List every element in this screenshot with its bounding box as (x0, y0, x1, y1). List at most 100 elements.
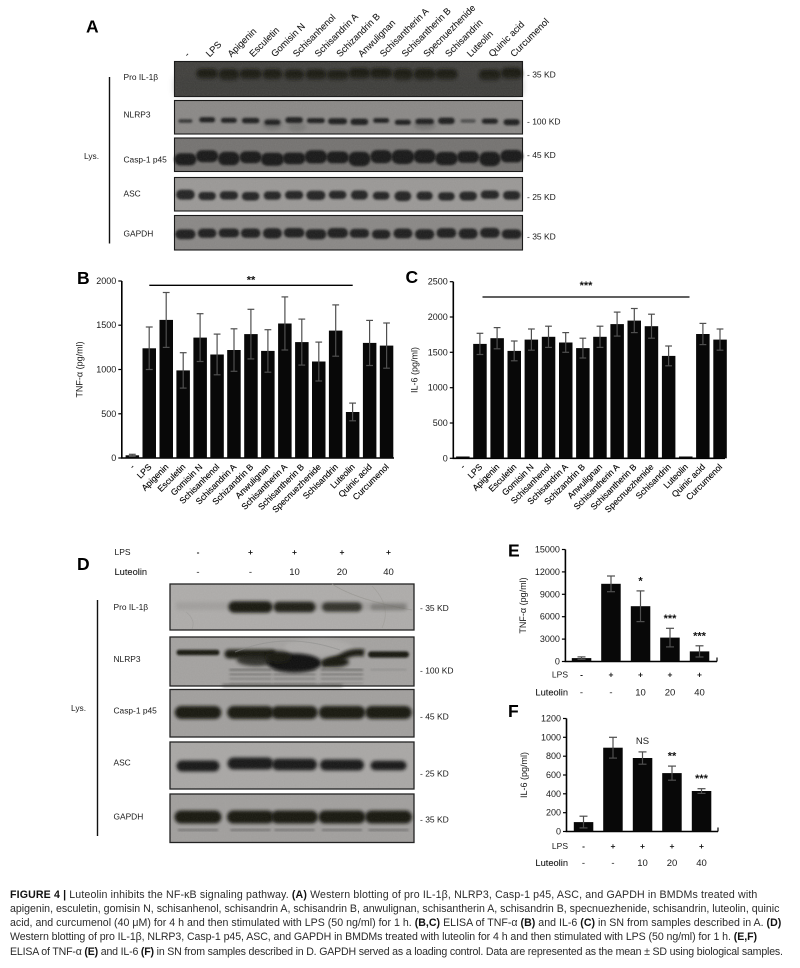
svg-text:+: + (668, 670, 673, 680)
svg-text:+: + (609, 670, 614, 680)
svg-text:40: 40 (694, 688, 705, 699)
svg-text:**: ** (668, 751, 677, 763)
svg-text:- 35 KD: - 35 KD (527, 69, 556, 79)
svg-text:Pro IL-1β: Pro IL-1β (124, 72, 159, 82)
svg-text:- 25 KD: - 25 KD (527, 192, 556, 202)
svg-text:ASC: ASC (114, 758, 131, 768)
svg-text:NS: NS (636, 736, 649, 747)
svg-text:9000: 9000 (540, 589, 560, 599)
svg-text:-: - (127, 462, 136, 471)
svg-text:Casp-1 p45: Casp-1 p45 (124, 155, 168, 165)
svg-text:*: * (638, 575, 643, 587)
svg-text:***: *** (580, 280, 594, 292)
svg-text:-: - (582, 841, 585, 851)
svg-text:40: 40 (383, 567, 394, 578)
svg-text:2000: 2000 (428, 312, 448, 322)
svg-text:1000: 1000 (428, 383, 448, 393)
svg-text:0: 0 (443, 453, 448, 463)
svg-text:- 35 KD: - 35 KD (420, 815, 449, 825)
svg-text:NLRP3: NLRP3 (124, 110, 151, 120)
svg-text:1000: 1000 (541, 732, 561, 742)
svg-text:-: - (249, 567, 252, 578)
svg-text:40: 40 (696, 858, 707, 869)
svg-text:+: + (699, 841, 704, 851)
svg-text:-: - (609, 688, 612, 699)
svg-text:-: - (182, 50, 191, 59)
svg-text:2000: 2000 (96, 276, 116, 286)
svg-text:IL-6 (pg/ml): IL-6 (pg/ml) (519, 752, 529, 798)
svg-text:1500: 1500 (428, 347, 448, 357)
svg-text:15000: 15000 (535, 545, 560, 555)
svg-text:**: ** (247, 275, 256, 287)
svg-text:Lys.: Lys. (84, 151, 99, 161)
svg-text:LPS: LPS (552, 670, 568, 680)
svg-text:10: 10 (637, 858, 648, 869)
svg-text:500: 500 (101, 409, 116, 419)
svg-text:Luteolin: Luteolin (115, 567, 148, 577)
svg-text:LPS: LPS (552, 841, 568, 851)
svg-text:B: B (77, 268, 90, 288)
svg-text:+: + (248, 547, 253, 557)
svg-text:F: F (508, 701, 519, 721)
svg-text:2500: 2500 (428, 277, 448, 287)
svg-text:-: - (582, 858, 585, 869)
svg-text:-: - (580, 670, 583, 680)
svg-text:-: - (196, 567, 199, 578)
svg-text:800: 800 (546, 751, 561, 761)
svg-text:+: + (697, 670, 702, 680)
svg-text:***: *** (693, 630, 707, 642)
svg-text:LPS: LPS (115, 547, 131, 557)
svg-text:+: + (670, 841, 675, 851)
svg-text:20: 20 (665, 688, 676, 699)
svg-text:500: 500 (433, 418, 448, 428)
svg-text:+: + (292, 547, 297, 557)
svg-text:-: - (580, 688, 583, 699)
svg-text:Luteolin: Luteolin (535, 858, 568, 868)
svg-text:C: C (406, 267, 419, 287)
svg-text:- 35 KD: - 35 KD (420, 603, 449, 613)
svg-text:0: 0 (556, 827, 561, 837)
svg-text:ASC: ASC (124, 189, 141, 199)
svg-text:1200: 1200 (541, 714, 561, 724)
svg-text:10: 10 (289, 567, 300, 578)
svg-text:Lys.: Lys. (71, 703, 86, 713)
svg-text:Luteolin: Luteolin (535, 688, 568, 698)
svg-text:TNF-α (pg/ml): TNF-α (pg/ml) (75, 341, 85, 397)
svg-text:LPS: LPS (204, 39, 224, 59)
svg-text:1500: 1500 (96, 320, 116, 330)
svg-text:- 25 KD: - 25 KD (420, 769, 449, 779)
svg-text:-: - (458, 462, 467, 471)
svg-text:+: + (638, 670, 643, 680)
svg-text:+: + (340, 547, 345, 557)
svg-text:***: *** (695, 773, 709, 785)
svg-text:12000: 12000 (535, 567, 560, 577)
svg-text:20: 20 (667, 858, 678, 869)
svg-text:0: 0 (555, 657, 560, 667)
svg-text:E: E (508, 541, 520, 561)
svg-text:+: + (640, 841, 645, 851)
svg-text:- 100 KD: - 100 KD (527, 117, 561, 127)
svg-text:+: + (611, 841, 616, 851)
svg-text:400: 400 (546, 789, 561, 799)
svg-text:***: *** (664, 613, 678, 625)
svg-text:A: A (86, 17, 99, 37)
svg-text:-: - (197, 547, 200, 557)
svg-text:NLRP3: NLRP3 (114, 654, 141, 664)
svg-text:GAPDH: GAPDH (124, 229, 154, 239)
svg-text:TNF-α (pg/ml): TNF-α (pg/ml) (518, 577, 528, 633)
svg-text:0: 0 (111, 453, 116, 463)
svg-text:+: + (386, 547, 391, 557)
svg-text:D: D (77, 554, 90, 574)
svg-text:6000: 6000 (540, 612, 560, 622)
svg-text:-: - (611, 858, 614, 869)
svg-text:20: 20 (337, 567, 348, 578)
svg-text:200: 200 (546, 808, 561, 818)
svg-text:Pro IL-1β: Pro IL-1β (114, 602, 149, 612)
svg-text:- 100 KD: - 100 KD (420, 666, 454, 676)
svg-text:- 45 KD: - 45 KD (527, 150, 556, 160)
svg-text:IL-6 (pg/ml): IL-6 (pg/ml) (410, 347, 420, 393)
svg-text:GAPDH: GAPDH (114, 812, 144, 822)
svg-text:Casp-1 p45: Casp-1 p45 (114, 706, 158, 716)
svg-text:10: 10 (635, 688, 646, 699)
svg-text:1000: 1000 (96, 365, 116, 375)
